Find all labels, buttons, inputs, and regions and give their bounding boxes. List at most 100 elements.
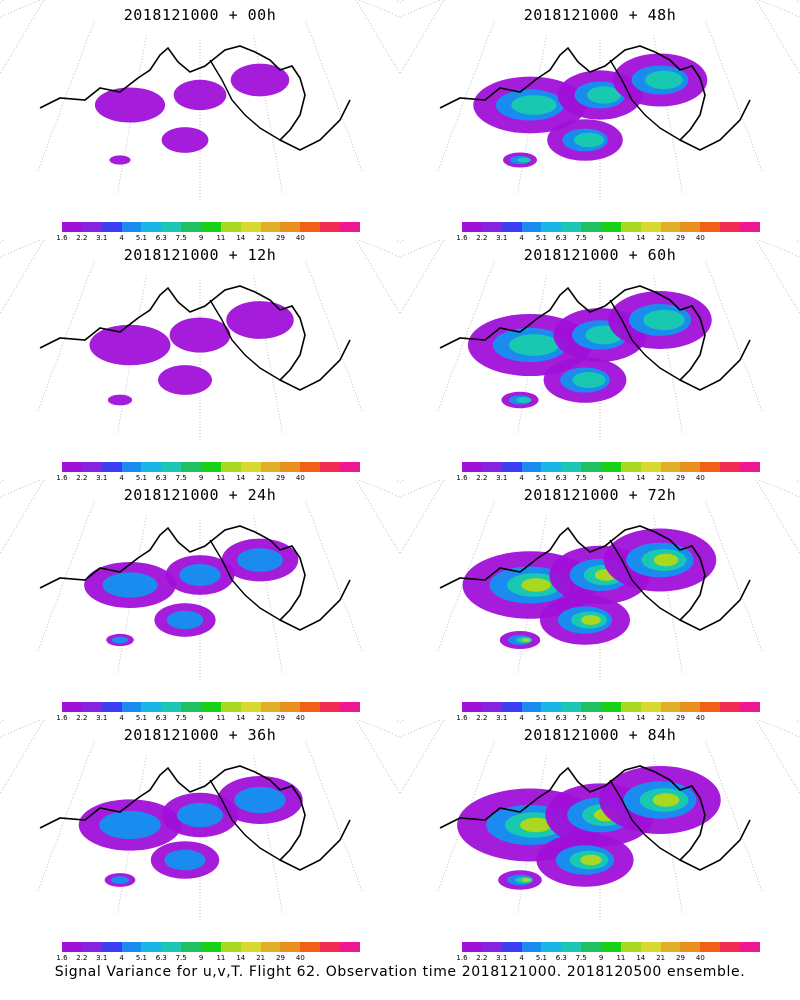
- colorbar-tick-label: 7.5: [575, 954, 587, 962]
- colorbar-segment: [620, 222, 641, 232]
- colorbar-tick-label: 14: [636, 234, 646, 242]
- colorbar-segment: [201, 222, 221, 232]
- colorbar-segment: [320, 462, 341, 472]
- forecast-panel: 2018121000 + 36h 1.6 2.2 3.1 4 5.1 6.3 7.5 9 11 14…: [0, 720, 400, 965]
- colorbar-segment: [680, 222, 701, 232]
- colorbar-segment: [620, 462, 641, 472]
- coastline: [439, 525, 751, 631]
- colorbar-tick-label: 1.6: [456, 234, 468, 242]
- colorbar-segment: [240, 942, 261, 952]
- colorbar-segment: [62, 702, 82, 712]
- colorbar-tick-label: 2.2: [476, 954, 488, 962]
- forecast-panel: 2018121000 + 60h 1.6 2.2 3.1 4 5.1 6.3 7.5 9 11 14…: [400, 240, 800, 485]
- colorbar-segment: [161, 942, 182, 952]
- colorbar-tick-label: 14: [636, 474, 646, 482]
- colorbar-labels: 1.6 2.2 3.1 4 5.1 6.3 7.5 9 11 14 21 29 40: [56, 234, 360, 244]
- colorbar-segment: [700, 702, 721, 712]
- colorbar-tick-label: 9: [198, 234, 204, 242]
- panel-title: 2018121000 + 00h: [123, 6, 277, 24]
- variance-map: [0, 480, 400, 680]
- panel-title: 2018121000 + 60h: [523, 246, 677, 264]
- colorbar-tick-label: 4: [519, 714, 524, 722]
- colorbar-tick-label: 5.1: [535, 714, 548, 722]
- colorbar-tick-label: 7.5: [575, 714, 587, 722]
- colorbar: [62, 942, 360, 952]
- coastline: [209, 539, 281, 621]
- colorbar-segment: [340, 702, 360, 712]
- colorbar-tick-label: 29: [676, 234, 685, 242]
- colorbar-tick-label: 1.6: [56, 474, 68, 482]
- colorbar-segment: [101, 942, 122, 952]
- colorbar-tick-label: 29: [276, 474, 285, 482]
- colorbar-segment: [300, 702, 321, 712]
- colorbar-segment: [581, 942, 602, 952]
- colorbar-tick-label: 7.5: [175, 714, 187, 722]
- colorbar-tick-label: 3.1: [96, 234, 108, 242]
- colorbar-tick-label: 40: [295, 474, 305, 482]
- colorbar-segment: [141, 462, 162, 472]
- colorbar-segment: [181, 702, 202, 712]
- colorbar-tick-label: 7.5: [575, 474, 587, 482]
- colorbar-segment: [161, 462, 182, 472]
- colorbar-segment: [62, 462, 82, 472]
- panel-title: 2018121000 + 24h: [123, 486, 277, 504]
- colorbar-tick-label: 3.1: [96, 954, 108, 962]
- colorbar-tick-label: 5.1: [535, 234, 548, 242]
- panel-title: 2018121000 + 48h: [523, 6, 677, 24]
- colorbar-segment: [660, 222, 681, 232]
- colorbar-segment: [101, 702, 122, 712]
- panel-title: 2018121000 + 36h: [123, 726, 277, 744]
- colorbar-tick-label: 3.1: [496, 234, 508, 242]
- colorbar-tick-label: 7.5: [175, 954, 187, 962]
- colorbar-segment: [481, 462, 502, 472]
- variance-field: [78, 776, 303, 887]
- colorbar-segment: [161, 222, 182, 232]
- coastline: [439, 285, 751, 391]
- colorbar-segment: [260, 222, 281, 232]
- colorbar-segment: [680, 462, 701, 472]
- colorbar-segment: [700, 942, 721, 952]
- colorbar-labels: 1.6 2.2 3.1 4 5.1 6.3 7.5 9 11 14 21 29 40: [56, 714, 360, 724]
- colorbar-segment: [720, 702, 741, 712]
- variance-field: [94, 63, 290, 165]
- colorbar-tick-label: 4: [519, 474, 524, 482]
- colorbar-segment: [581, 462, 602, 472]
- colorbar-tick-label: 1.6: [456, 954, 468, 962]
- variance-map: [0, 0, 400, 200]
- variance-map: [400, 720, 800, 920]
- variance-field: [473, 53, 708, 168]
- coastline: [39, 765, 351, 871]
- colorbar-segment: [740, 702, 760, 712]
- colorbar-segment: [101, 462, 122, 472]
- colorbar-segment: [260, 942, 281, 952]
- colorbar-tick-label: 11: [616, 234, 626, 242]
- colorbar-tick-label: 5.1: [135, 474, 148, 482]
- panel-title: 2018121000 + 12h: [123, 246, 277, 264]
- colorbar-tick-label: 40: [295, 954, 305, 962]
- colorbar-segment: [680, 702, 701, 712]
- colorbar-segment: [541, 942, 562, 952]
- colorbar-segment: [62, 222, 82, 232]
- colorbar-segment: [260, 702, 281, 712]
- colorbar-segment: [481, 942, 502, 952]
- colorbar-segment: [541, 462, 562, 472]
- forecast-panel: 2018121000 + 12h 1.6 2.2 3.1 4 5.1 6.3 7.5 9 11 14…: [0, 240, 400, 485]
- variance-field: [462, 528, 717, 649]
- colorbar-tick-label: 2.2: [76, 234, 88, 242]
- colorbar-segment: [121, 702, 142, 712]
- colorbar-segment: [240, 702, 261, 712]
- colorbar-segment: [481, 702, 502, 712]
- colorbar-tick-label: 29: [676, 954, 685, 962]
- colorbar-labels: 1.6 2.2 3.1 4 5.1 6.3 7.5 9 11 14 21 29 40: [456, 714, 760, 724]
- colorbar-segment: [581, 702, 602, 712]
- panel-title: 2018121000 + 72h: [523, 486, 677, 504]
- colorbar: [462, 462, 760, 472]
- variance-map: [400, 480, 800, 680]
- colorbar-tick-label: 14: [236, 954, 246, 962]
- colorbar-segment: [501, 222, 522, 232]
- colorbar-segment: [161, 702, 182, 712]
- forecast-panel: 2018121000 + 00h 1.6 2.2 3.1 4 5.1 6.3 7.5 9 11 14…: [0, 0, 400, 245]
- figure-caption: Signal Variance for u,v,T. Flight 62. Ob…: [54, 964, 746, 980]
- colorbar-segment: [521, 222, 542, 232]
- colorbar-tick-label: 5.1: [535, 954, 548, 962]
